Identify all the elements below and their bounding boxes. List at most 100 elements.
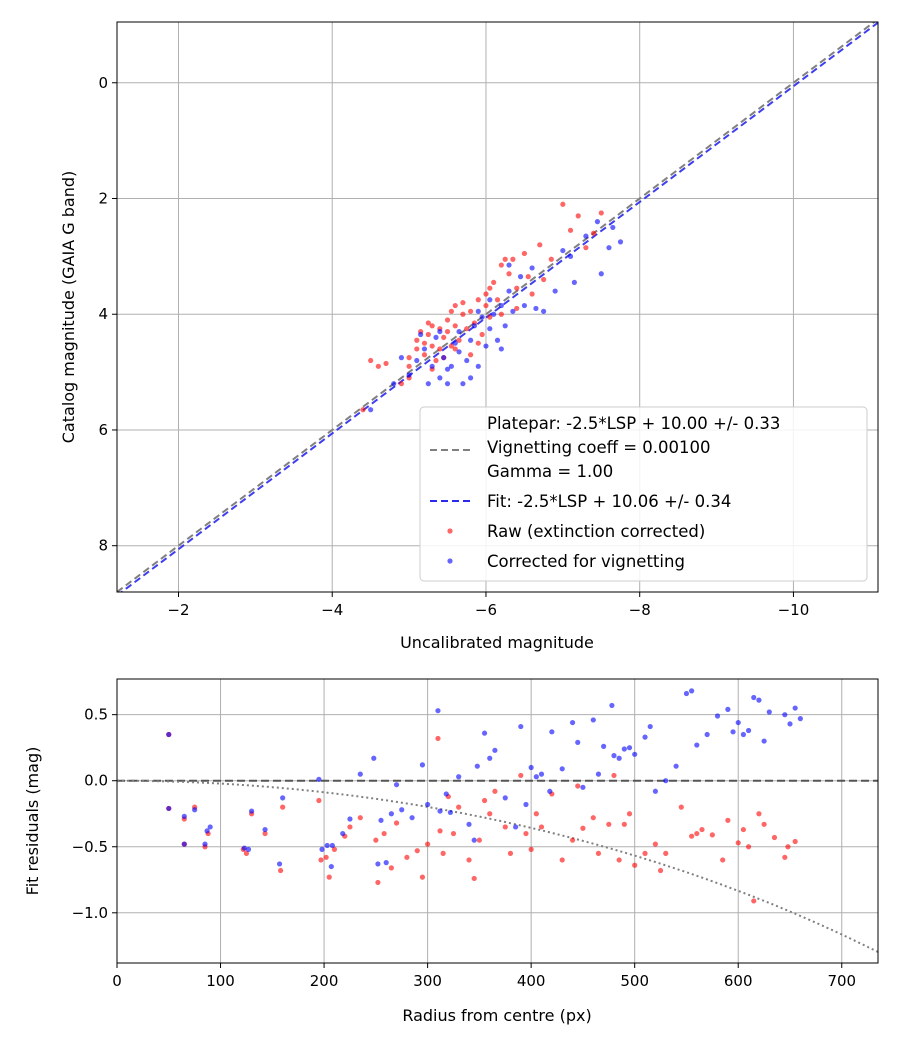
data-point-raw [575,783,581,789]
x-tick-label: −8 [629,601,651,619]
data-point-corrected [466,821,472,827]
data-point-corrected [601,743,607,749]
data-point-raw [771,834,778,841]
data-point-corrected [567,253,574,259]
data-point-corrected [730,729,736,735]
data-point-corrected [761,738,767,744]
data-point-raw [414,337,420,343]
data-point-raw [632,862,638,868]
data-point-raw [523,830,529,837]
data-point-corrected [391,381,397,387]
data-point-corrected [571,279,577,286]
data-point-raw [494,297,501,303]
top-axes-frame [116,21,879,593]
y-tick-label: 6 [98,421,108,439]
data-point-raw [514,305,520,312]
data-point-raw [323,854,329,860]
bottom-reference-lines [117,779,878,953]
data-point-raw [699,826,705,833]
data-point-corrected [616,755,622,761]
x-tick-label: 200 [310,972,339,990]
data-point-raw [560,201,566,207]
data-point-raw [441,334,447,340]
data-point-raw [425,841,431,847]
data-point-corrected [506,262,512,268]
data-point-raw [498,262,504,268]
data-point-raw [538,824,545,830]
data-point-corrected [425,801,431,808]
data-point-raw [529,291,535,297]
data-point-corrected [792,705,798,711]
data-point-raw [383,360,389,367]
data-point-corrected [406,372,412,378]
data-point-raw [621,821,627,827]
data-point-raw [243,850,250,856]
bottom-grid [116,679,878,963]
data-point-corrected [399,807,405,813]
data-point-raw [720,857,726,863]
data-point-corrected [448,363,454,369]
legend-box [419,406,868,582]
data-point-raw [357,815,363,821]
data-point-corrected [498,302,504,309]
data-point-corrected [276,861,283,867]
data-point-corrected [375,861,381,867]
data-point-raw [368,357,374,364]
data-point-raw [388,865,394,871]
data-point-corrected [782,712,788,718]
data-point-raw [437,828,443,834]
data-point-corrected [202,841,208,847]
data-point-raw [421,340,428,346]
data-point-corrected [166,805,172,812]
data-point-corrected [647,723,653,730]
data-point-raw [475,340,481,346]
data-point-raw [452,323,458,329]
data-point-raw [375,879,381,886]
top-ticks: −2 −4 −6 −8 −10 0 2 4 6 8 [98,74,809,619]
data-point-raw [444,328,451,335]
data-point-raw [460,300,466,306]
y-tick-label: 4 [98,305,108,323]
data-point-raw [595,850,602,856]
data-point-corrected [506,288,512,294]
data-point-corrected [347,816,353,822]
data-point-corrected [626,745,633,751]
data-point-raw [450,830,457,837]
data-point-raw [433,357,439,364]
bottom-x-axis-label: Radius from centre (px) [402,1006,591,1025]
data-point-corrected [735,719,741,726]
legend-raw-marker [447,528,453,534]
data-point-corrected [371,755,377,761]
data-point-raw [460,311,466,317]
data-point-corrected [437,375,443,381]
data-point-corrected [502,795,508,801]
data-point-raw [316,797,322,804]
data-point-raw [745,844,752,850]
data-point-corrected [590,717,596,723]
data-point-corrected [549,729,555,735]
data-point-corrected [475,308,481,314]
data-point-raw [479,331,485,338]
data-point-corrected [751,694,757,701]
data-point-corrected [606,245,612,251]
data-point-corrected [595,771,602,777]
data-point-corrected [471,323,478,329]
data-point-raw [425,331,431,338]
data-point-raw [785,844,791,850]
data-point-corrected [766,709,772,715]
data-point-corrected [594,219,601,225]
top-y-axis-label: Catalog magnitude (GAIA G band) [59,171,78,443]
data-point-raw [740,826,747,833]
data-point-raw [510,256,516,262]
vignetting-model-curve [117,779,878,953]
platepar-line [117,22,876,592]
data-point-corrected [435,708,441,714]
data-point-raw [541,276,547,283]
data-point-raw [456,337,462,343]
data-point-raw [518,772,524,779]
data-point-corrected [181,841,187,847]
y-tick-label: −1.0 [72,904,108,922]
data-point-raw [506,271,512,277]
data-point-raw [580,825,586,831]
